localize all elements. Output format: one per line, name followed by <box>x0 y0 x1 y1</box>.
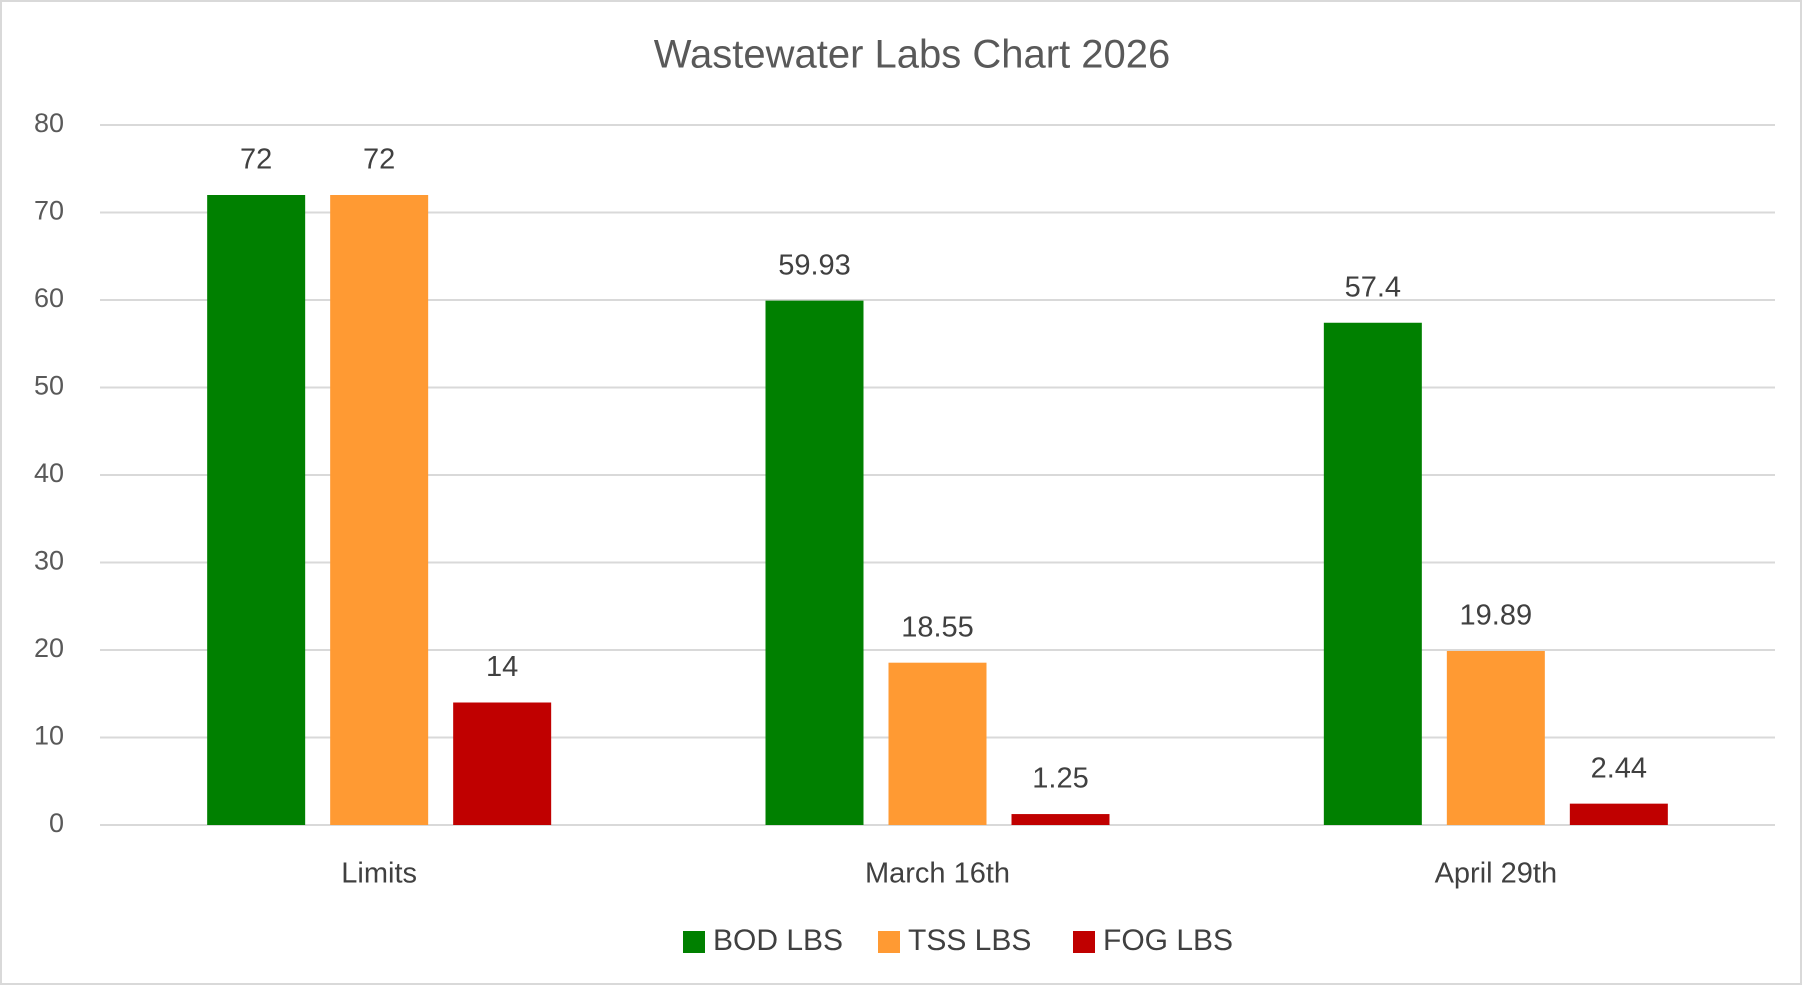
y-tick-label: 30 <box>34 546 64 576</box>
bar <box>1011 814 1110 825</box>
data-label: 72 <box>363 144 395 176</box>
data-label: 18.55 <box>901 611 974 643</box>
data-label: 14 <box>486 651 518 683</box>
bar <box>1446 650 1545 825</box>
data-label: 57.4 <box>1345 271 1401 303</box>
y-tick-label: 60 <box>34 283 64 313</box>
legend-label: FOG LBS <box>1103 924 1233 957</box>
data-label: 1.25 <box>1032 763 1088 795</box>
bar <box>330 195 429 825</box>
bar <box>888 662 987 825</box>
x-tick-label: April 29th <box>1435 858 1558 890</box>
legend-swatch <box>683 931 705 953</box>
legend-swatch <box>1073 931 1095 953</box>
legend-swatch <box>878 931 900 953</box>
bar <box>765 300 864 825</box>
x-tick-label: March 16th <box>865 858 1010 890</box>
data-label: 72 <box>240 144 272 176</box>
y-tick-label: 20 <box>34 633 64 663</box>
y-tick-label: 40 <box>34 458 64 488</box>
chart-title: Wastewater Labs Chart 2026 <box>654 33 1171 77</box>
legend-label: TSS LBS <box>908 924 1031 957</box>
y-tick-label: 70 <box>34 196 64 226</box>
bar <box>207 195 306 825</box>
data-label: 59.93 <box>778 249 851 281</box>
data-label: 2.44 <box>1591 752 1647 784</box>
y-tick-label: 80 <box>34 108 64 138</box>
data-label: 19.89 <box>1460 600 1533 632</box>
x-tick-label: Limits <box>341 858 417 890</box>
bar <box>453 702 552 825</box>
bar <box>1569 803 1668 825</box>
y-tick-label: 50 <box>34 371 64 401</box>
y-tick-label: 0 <box>49 808 64 838</box>
y-tick-label: 10 <box>34 721 64 751</box>
bar <box>1323 322 1422 825</box>
legend-label: BOD LBS <box>713 924 843 957</box>
